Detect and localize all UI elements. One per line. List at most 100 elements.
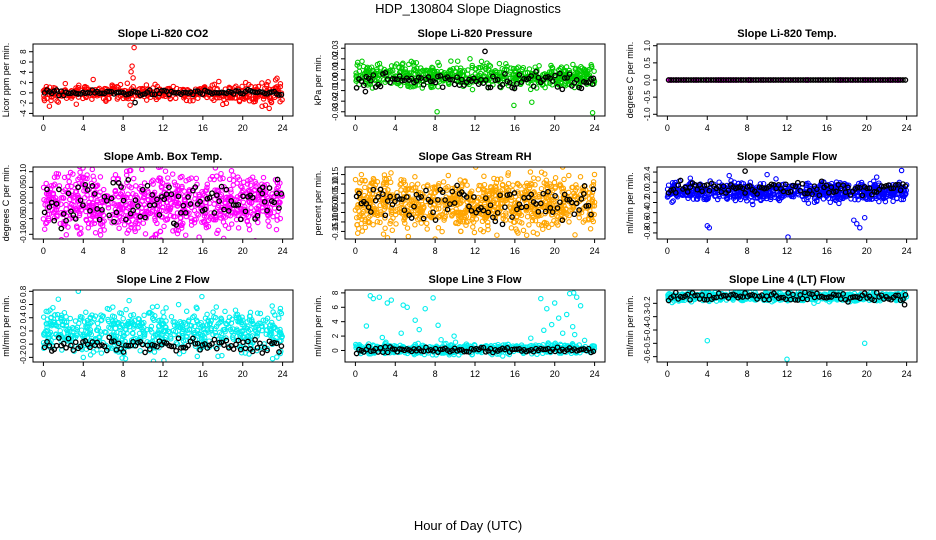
y-tick-label: 0 (19, 90, 28, 95)
data-point (239, 83, 245, 90)
data-point (732, 192, 738, 199)
data-point (572, 192, 578, 199)
data-point (237, 194, 244, 201)
data-point (188, 218, 195, 224)
data-point (451, 193, 458, 199)
data-point (218, 206, 224, 213)
data-point (222, 326, 228, 333)
data-point (827, 199, 834, 206)
data-point (183, 178, 189, 184)
average-point (276, 91, 282, 98)
data-point (54, 315, 61, 322)
data-point (107, 325, 114, 331)
data-point (92, 313, 99, 319)
data-point (232, 307, 239, 313)
data-point (484, 188, 490, 194)
data-point (152, 217, 158, 224)
average-point (499, 81, 506, 88)
y-tick-label: -0.03 (331, 102, 340, 121)
data-point (393, 208, 399, 214)
average-point (130, 88, 136, 95)
data-point (514, 189, 521, 195)
data-point (110, 321, 116, 327)
data-point (530, 175, 537, 181)
average-point (118, 184, 124, 190)
data-point (119, 355, 125, 361)
average-point (482, 48, 488, 55)
average-point (754, 191, 760, 197)
data-point (141, 333, 148, 339)
data-point (54, 311, 61, 318)
average-point (816, 192, 823, 199)
data-point (170, 228, 176, 234)
data-point (265, 218, 271, 224)
data-point (374, 219, 381, 225)
average-point (65, 335, 72, 342)
data-point (706, 185, 713, 192)
data-point (133, 219, 139, 225)
y-axis-label: degrees C per min. (1, 165, 11, 242)
x-tick-label: 8 (433, 246, 438, 256)
data-point (126, 297, 132, 304)
average-point (888, 185, 894, 192)
average-point (694, 186, 701, 193)
x-tick-label: 24 (902, 246, 912, 256)
data-point (68, 183, 74, 190)
data-point (46, 103, 53, 109)
x-tick-label: 16 (198, 123, 208, 133)
data-point (50, 304, 56, 311)
data-point (805, 180, 811, 187)
data-point (75, 207, 81, 213)
average-point (44, 186, 50, 193)
data-point (157, 228, 164, 235)
data-point (114, 212, 120, 219)
data-point (82, 83, 88, 90)
data-point (157, 167, 164, 170)
data-point (116, 201, 122, 208)
average-point (44, 338, 50, 345)
average-point (149, 192, 156, 198)
data-point (65, 174, 71, 180)
y-tick-label: -2 (19, 99, 28, 107)
average-point (192, 88, 199, 95)
y-tick-label: 4 (19, 70, 28, 75)
data-point (388, 170, 394, 176)
data-point (247, 182, 254, 189)
data-point (260, 317, 267, 324)
data-point (471, 229, 478, 236)
data-point (264, 193, 270, 200)
points-layer (664, 167, 910, 239)
data-point (353, 214, 360, 221)
average-point (480, 207, 487, 214)
average-point (209, 190, 215, 197)
data-point (196, 234, 202, 239)
data-point (79, 333, 86, 340)
average-point (494, 209, 501, 216)
data-point (572, 232, 578, 238)
data-point (60, 188, 66, 195)
data-point (256, 203, 262, 210)
data-point (158, 237, 164, 239)
data-point (97, 174, 104, 180)
average-point (463, 194, 470, 200)
data-point (257, 310, 264, 317)
data-point (361, 192, 368, 199)
data-point (895, 187, 902, 194)
average-point (802, 190, 808, 197)
data-point (413, 60, 420, 66)
average-point (84, 187, 91, 193)
data-point (492, 196, 499, 203)
y-tick-label: 0.2 (643, 176, 652, 188)
average-point (492, 218, 499, 225)
data-point (55, 332, 62, 339)
data-point (90, 173, 96, 180)
data-point (435, 83, 441, 90)
data-point (583, 67, 589, 74)
data-point (473, 199, 480, 205)
data-point (67, 315, 74, 322)
average-point (132, 197, 139, 204)
data-point (66, 178, 72, 185)
data-point (504, 200, 510, 206)
data-point (764, 171, 770, 178)
data-point (118, 330, 124, 337)
